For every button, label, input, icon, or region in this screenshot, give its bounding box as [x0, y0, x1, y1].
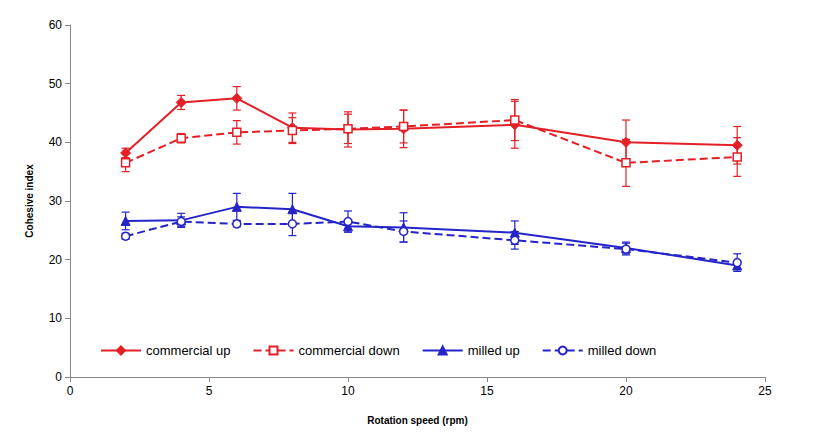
svg-text:40: 40: [49, 135, 63, 149]
svg-text:0: 0: [67, 384, 74, 398]
svg-text:20: 20: [619, 384, 633, 398]
svg-text:Rotation speed (rpm): Rotation speed (rpm): [367, 415, 468, 426]
svg-text:10: 10: [341, 384, 355, 398]
svg-text:20: 20: [49, 253, 63, 267]
svg-text:60: 60: [49, 18, 63, 32]
svg-text:Cohesive index: Cohesive index: [24, 164, 35, 238]
svg-text:commercial down: commercial down: [299, 343, 400, 358]
svg-text:milled up: milled up: [468, 343, 520, 358]
svg-text:15: 15: [480, 384, 494, 398]
svg-text:0: 0: [55, 370, 62, 384]
svg-text:commercial up: commercial up: [146, 343, 231, 358]
svg-text:25: 25: [758, 384, 772, 398]
svg-text:milled down: milled down: [588, 343, 657, 358]
svg-text:50: 50: [49, 77, 63, 91]
svg-text:30: 30: [49, 194, 63, 208]
svg-text:5: 5: [206, 384, 213, 398]
svg-text:10: 10: [49, 311, 63, 325]
